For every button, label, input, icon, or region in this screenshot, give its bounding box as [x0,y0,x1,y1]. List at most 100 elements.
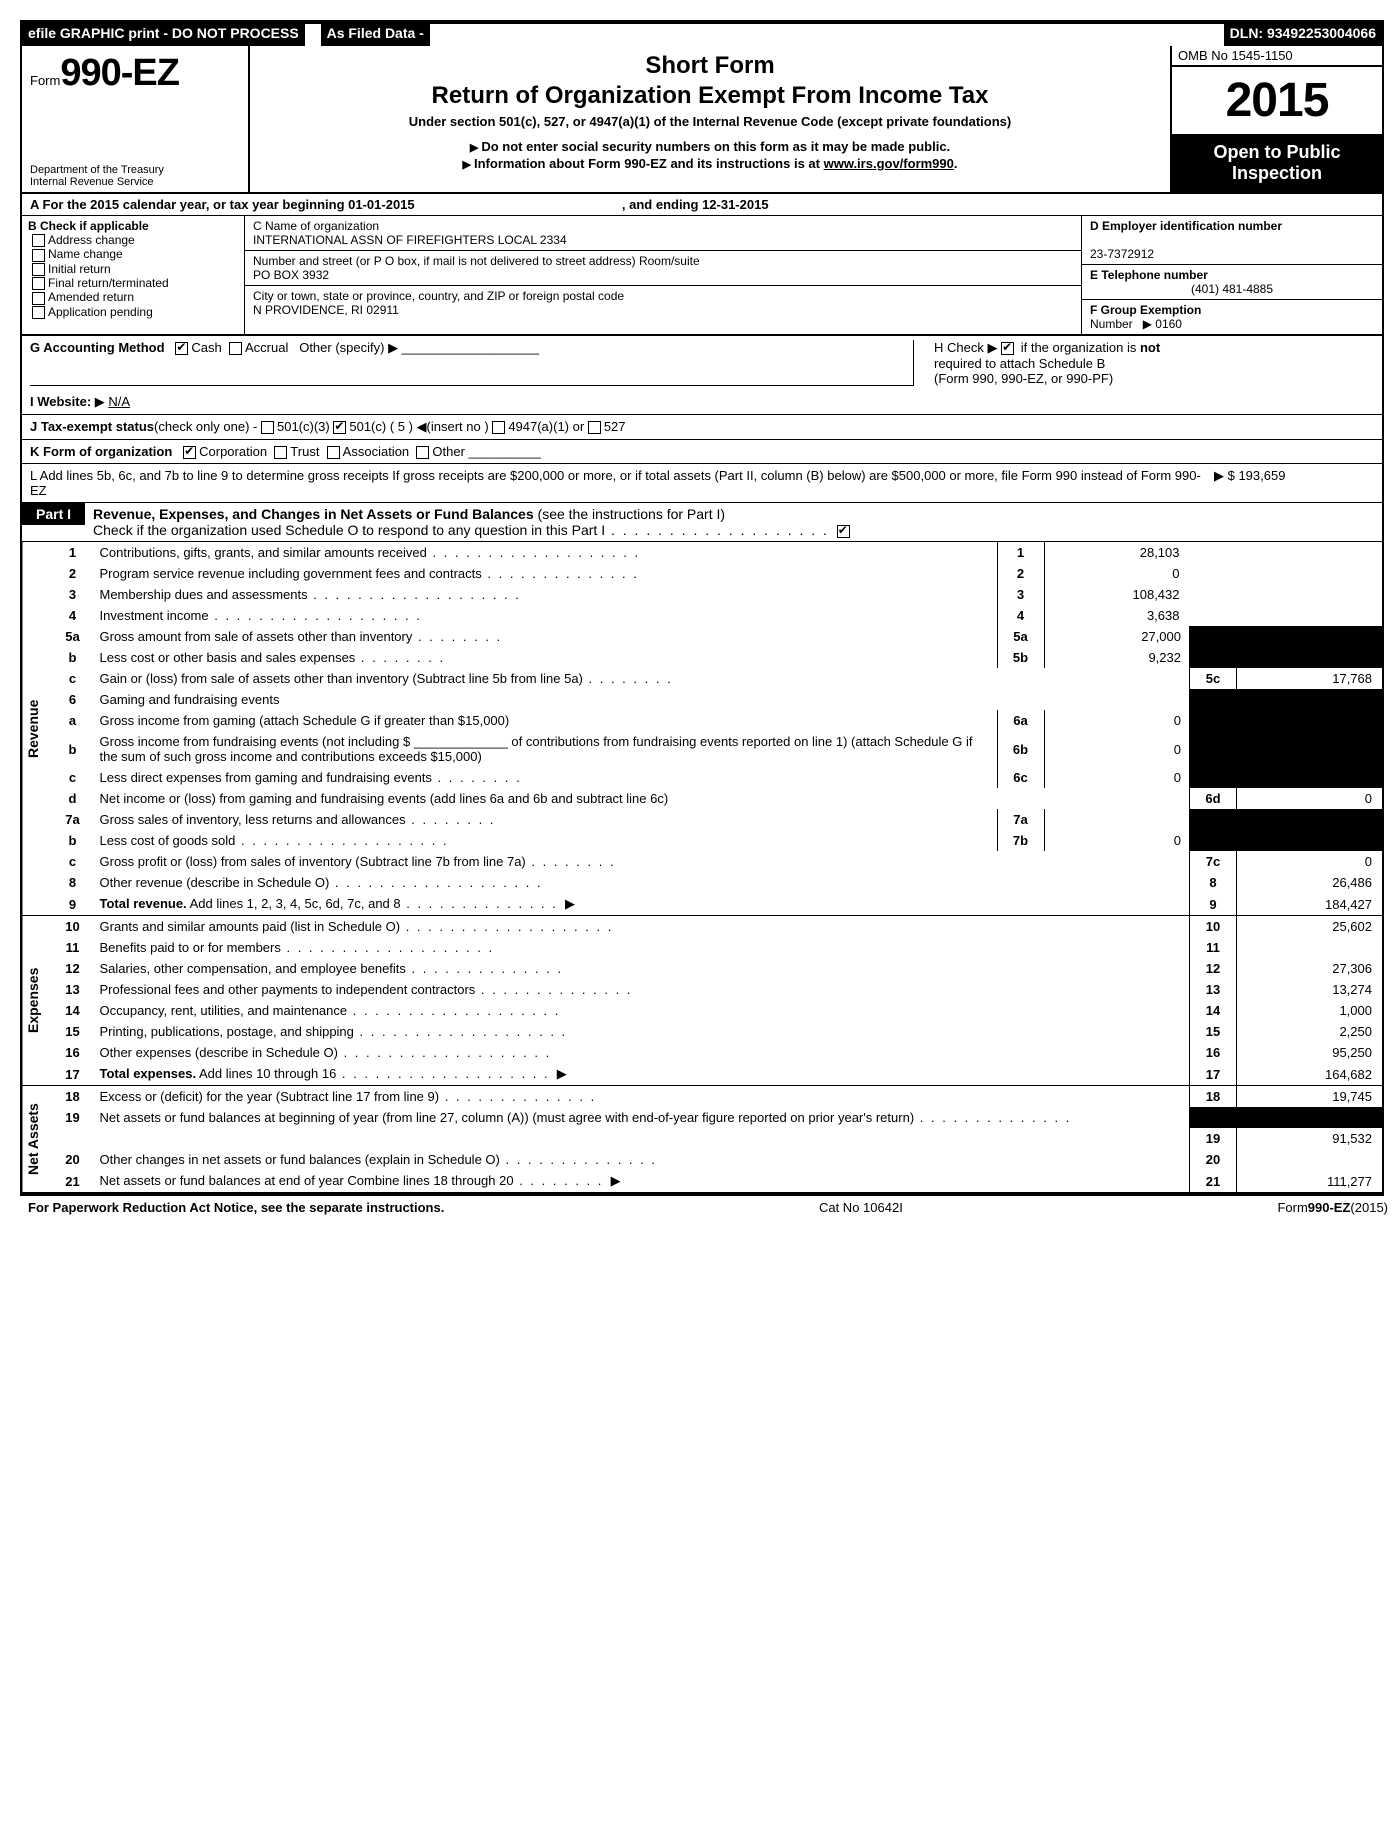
line-16: 16Other expenses (describe in Schedule O… [51,1042,1383,1063]
irs-link[interactable]: www.irs.gov/form990 [824,156,954,171]
checkbox-icon[interactable] [32,249,45,262]
rowA-end: 12-31-2015 [702,197,769,212]
h-not: not [1140,340,1160,355]
e-label: E Telephone number [1090,268,1208,282]
line-7a: 7aGross sales of inventory, less returns… [51,809,1383,830]
org-street-box: Number and street (or P O box, if mail i… [245,251,1081,286]
note-ssn: Do not enter social security numbers on … [260,139,1160,154]
h-text1: H Check [934,340,984,355]
line-5a: 5aGross amount from sale of assets other… [51,626,1383,647]
note-info: Information about Form 990-EZ and its in… [260,156,1160,171]
h-line: H Check ▶ if the organization is not req… [913,340,1374,386]
form-990ez: efile GRAPHIC print - DO NOT PROCESS As … [20,20,1384,1196]
line-4: 4Investment income43,638 [51,605,1383,626]
department: Department of the Treasury Internal Reve… [30,164,240,188]
line-7b: bLess cost of goods sold7b0 [51,830,1383,851]
checkbox-icon[interactable] [229,342,242,355]
line-18: 18Excess or (deficit) for the year (Subt… [51,1086,1383,1107]
revenue-label: Revenue [22,542,51,915]
line-11: 11Benefits paid to or for members11 [51,937,1383,958]
chk-initial: Initial return [28,262,238,276]
header-left: Form990-EZ Department of the Treasury In… [22,46,250,192]
title-return: Return of Organization Exempt From Incom… [260,82,1160,110]
expenses-label: Expenses [22,916,51,1085]
checkbox-icon[interactable] [175,342,188,355]
j-label: J Tax-exempt status [30,419,154,434]
dln: DLN: 93492253004066 [1224,22,1382,46]
checkbox-icon[interactable] [492,421,505,434]
line-5b: bLess cost or other basis and sales expe… [51,647,1383,668]
l-line: L Add lines 5b, 6c, and 7b to line 9 to … [22,464,1382,503]
line-6b: bGross income from fundraising events (n… [51,731,1383,767]
org-city-box: City or town, state or province, country… [245,286,1081,320]
netassets-label: Net Assets [22,1086,51,1192]
top-band: efile GRAPHIC print - DO NOT PROCESS As … [22,22,1382,46]
ein-box: D Employer identification number 23-7372… [1082,216,1382,265]
checkbox-icon[interactable] [183,446,196,459]
f-value: 0160 [1155,317,1182,331]
expenses-section: Expenses 10Grants and similar amounts pa… [22,916,1382,1086]
part1-check: Check if the organization used Schedule … [93,522,853,538]
header-mid: Short Form Return of Organization Exempt… [250,46,1170,192]
c-name-value: INTERNATIONAL ASSN OF FIREFIGHTERS LOCAL… [253,233,567,247]
dept-treasury: Department of the Treasury [30,164,240,176]
header: Form990-EZ Department of the Treasury In… [22,46,1382,194]
efile-sep [305,22,321,46]
rowA-mid: , and ending [622,197,702,212]
checkbox-icon[interactable] [1001,342,1014,355]
line-10: 10Grants and similar amounts paid (list … [51,916,1383,937]
title-shortform: Short Form [260,52,1160,80]
checkbox-icon[interactable] [327,446,340,459]
footer: For Paperwork Reduction Act Notice, see … [20,1196,1396,1219]
checkbox-icon[interactable] [261,421,274,434]
checkbox-icon[interactable] [32,277,45,290]
dln-label: DLN: [1230,25,1263,41]
line-6: 6Gaming and fundraising events [51,689,1383,710]
checkbox-icon[interactable] [32,263,45,276]
f-label2: Number [1090,317,1133,331]
efile-notice: efile GRAPHIC print - DO NOT PROCESS [22,22,305,46]
checkbox-icon[interactable] [333,421,346,434]
col-def: D Employer identification number 23-7372… [1081,216,1382,334]
line-1: 1Contributions, gifts, grants, and simil… [51,542,1383,563]
footer-left: For Paperwork Reduction Act Notice, see … [28,1200,444,1215]
checkbox-icon[interactable] [416,446,429,459]
org-name-box: C Name of organization INTERNATIONAL ASS… [245,216,1081,251]
checkbox-icon[interactable] [32,306,45,319]
line-19b: 1991,532 [51,1128,1383,1149]
h-text2: if the organization is [1021,340,1140,355]
checkbox-icon[interactable] [274,446,287,459]
tax-year: 2015 [1172,67,1382,134]
line-21: 21Net assets or fund balances at end of … [51,1170,1383,1192]
i-value: N/A [108,394,130,409]
checkbox-icon[interactable] [32,292,45,305]
line-6a: aGross income from gaming (attach Schedu… [51,710,1383,731]
d-value: 23-7372912 [1090,247,1154,261]
c-street-value: PO BOX 3932 [253,268,329,282]
checkbox-icon[interactable] [837,525,850,538]
line-6c: cLess direct expenses from gaming and fu… [51,767,1383,788]
chk-address: Address change [28,233,238,247]
d-label: D Employer identification number [1090,219,1282,233]
revenue-table: 1Contributions, gifts, grants, and simil… [51,542,1383,915]
rowA-begin: 01-01-2015 [348,197,415,212]
footer-cat: Cat No 10642I [819,1200,903,1215]
open-public-2: Inspection [1232,163,1322,183]
checkbox-icon[interactable] [32,234,45,247]
open-public: Open to Public Inspection [1172,134,1382,192]
line-5c: cGain or (loss) from sale of assets othe… [51,668,1383,689]
part1-label: Part I [22,503,85,525]
group-exempt-box: F Group Exemption Number ▶ 0160 [1082,300,1382,334]
l-amount: ▶ $ 193,659 [1214,468,1374,498]
col-c: C Name of organization INTERNATIONAL ASS… [245,216,1081,334]
checkbox-icon[interactable] [588,421,601,434]
col-b: B Check if applicable Address change Nam… [22,216,245,334]
omb-no: OMB No 1545-1150 [1172,46,1382,67]
asfiled-gap [430,22,1224,46]
chk-name: Name change [28,247,238,261]
row-gh: G Accounting Method Cash Accrual Other (… [22,336,1382,390]
c-name-label: C Name of organization [253,219,379,233]
expenses-table: 10Grants and similar amounts paid (list … [51,916,1383,1085]
note-info-text: Information about Form 990-EZ and its in… [462,156,823,171]
line-9: 9Total revenue. Add lines 1, 2, 3, 4, 5c… [51,893,1383,915]
